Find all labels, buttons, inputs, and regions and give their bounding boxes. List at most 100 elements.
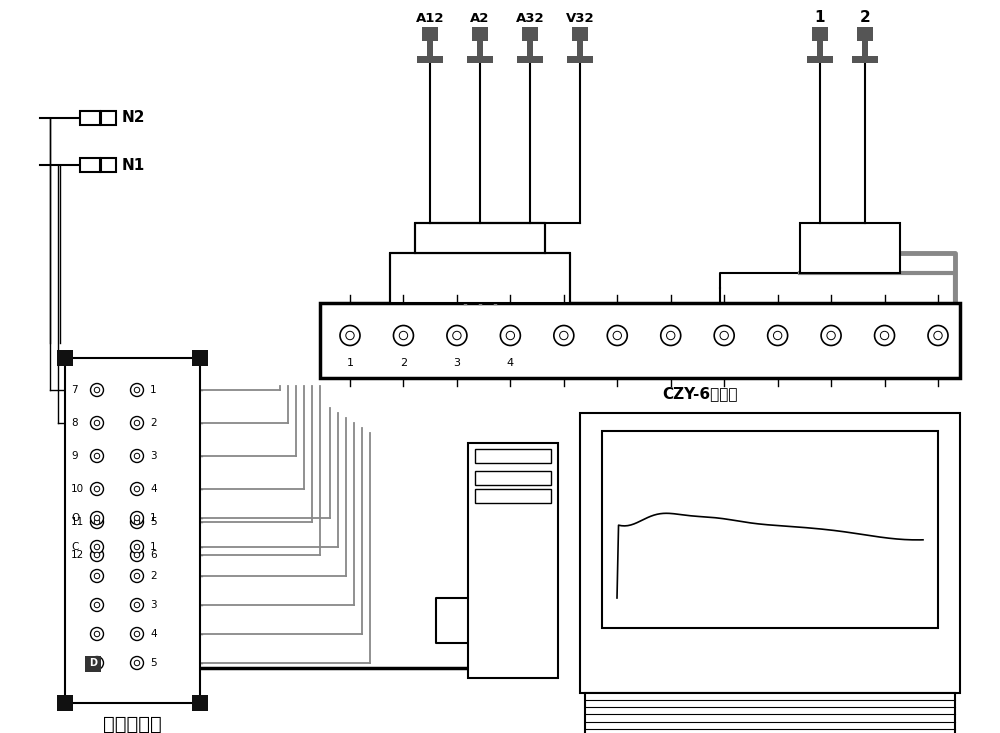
Bar — [472, 27, 488, 41]
Text: 2: 2 — [150, 571, 157, 581]
Text: 1: 1 — [150, 513, 157, 523]
Text: CZY-6测振仪: CZY-6测振仪 — [662, 386, 738, 401]
Circle shape — [506, 331, 515, 339]
Text: 10: 10 — [71, 484, 84, 494]
Text: 6: 6 — [150, 550, 157, 560]
Circle shape — [90, 548, 104, 561]
Circle shape — [500, 325, 520, 345]
Bar — [862, 41, 868, 56]
Circle shape — [130, 449, 144, 463]
Circle shape — [447, 325, 467, 345]
Circle shape — [130, 416, 144, 430]
Circle shape — [340, 325, 360, 345]
Text: 数据采集仪: 数据采集仪 — [103, 715, 162, 733]
Text: A2: A2 — [470, 12, 490, 25]
Bar — [427, 41, 433, 56]
Text: 4: 4 — [150, 484, 157, 494]
Text: 1: 1 — [815, 10, 825, 25]
Circle shape — [720, 331, 728, 339]
Bar — [320, 303, 960, 378]
Circle shape — [130, 657, 144, 669]
Text: V32: V32 — [566, 12, 594, 25]
Bar — [567, 56, 593, 63]
Circle shape — [94, 519, 100, 525]
Circle shape — [399, 331, 408, 339]
Circle shape — [94, 545, 100, 550]
Circle shape — [130, 383, 144, 397]
Circle shape — [130, 548, 144, 561]
Bar — [192, 695, 208, 711]
Circle shape — [94, 552, 100, 558]
Text: A32: A32 — [516, 12, 544, 25]
Circle shape — [94, 660, 100, 666]
Circle shape — [880, 331, 889, 339]
Text: 5: 5 — [150, 658, 157, 668]
Circle shape — [134, 573, 140, 579]
Bar — [572, 27, 588, 41]
Circle shape — [134, 603, 140, 608]
Circle shape — [90, 627, 104, 641]
Bar — [85, 656, 101, 672]
Circle shape — [773, 331, 782, 339]
Circle shape — [134, 545, 140, 550]
Bar — [585, 693, 955, 733]
Circle shape — [90, 383, 104, 397]
Circle shape — [134, 519, 140, 525]
Circle shape — [134, 420, 140, 426]
Circle shape — [607, 325, 627, 345]
Bar — [101, 158, 116, 172]
Text: 11: 11 — [71, 517, 84, 527]
Circle shape — [94, 387, 100, 393]
Bar — [577, 41, 583, 56]
Circle shape — [453, 331, 461, 339]
Bar — [580, 413, 960, 693]
Text: 4: 4 — [507, 358, 514, 368]
Circle shape — [928, 325, 948, 345]
Text: 3: 3 — [150, 600, 157, 610]
Circle shape — [134, 660, 140, 666]
Circle shape — [90, 449, 104, 463]
Circle shape — [90, 599, 104, 611]
Circle shape — [130, 627, 144, 641]
Text: 5: 5 — [150, 517, 157, 527]
Bar — [468, 443, 558, 678]
Circle shape — [130, 540, 144, 553]
Bar — [57, 350, 73, 366]
Text: D: D — [89, 658, 97, 668]
Text: 1: 1 — [150, 542, 157, 552]
Circle shape — [821, 325, 841, 345]
Text: O: O — [71, 513, 79, 523]
Text: 2: 2 — [860, 10, 870, 25]
Bar — [422, 27, 438, 41]
Circle shape — [827, 331, 835, 339]
Bar — [57, 695, 73, 711]
Circle shape — [130, 570, 144, 583]
Text: 8: 8 — [71, 418, 78, 428]
Circle shape — [393, 325, 413, 345]
Circle shape — [94, 453, 100, 459]
Circle shape — [134, 453, 140, 459]
Text: 3: 3 — [150, 451, 157, 461]
Circle shape — [94, 486, 100, 492]
Circle shape — [554, 325, 574, 345]
Bar — [475, 471, 551, 485]
Circle shape — [134, 631, 140, 637]
Text: 7: 7 — [71, 385, 78, 395]
Bar — [852, 56, 878, 63]
Bar — [477, 41, 483, 56]
Circle shape — [613, 331, 621, 339]
Circle shape — [94, 631, 100, 637]
Bar — [812, 27, 828, 41]
Circle shape — [94, 573, 100, 579]
Bar — [415, 223, 545, 253]
Bar — [390, 253, 570, 303]
Circle shape — [130, 482, 144, 496]
Circle shape — [90, 570, 104, 583]
Circle shape — [934, 331, 942, 339]
Circle shape — [768, 325, 788, 345]
Bar — [517, 56, 543, 63]
Bar — [65, 358, 200, 703]
Text: N2: N2 — [122, 111, 146, 125]
Bar — [467, 56, 493, 63]
Circle shape — [130, 599, 144, 611]
